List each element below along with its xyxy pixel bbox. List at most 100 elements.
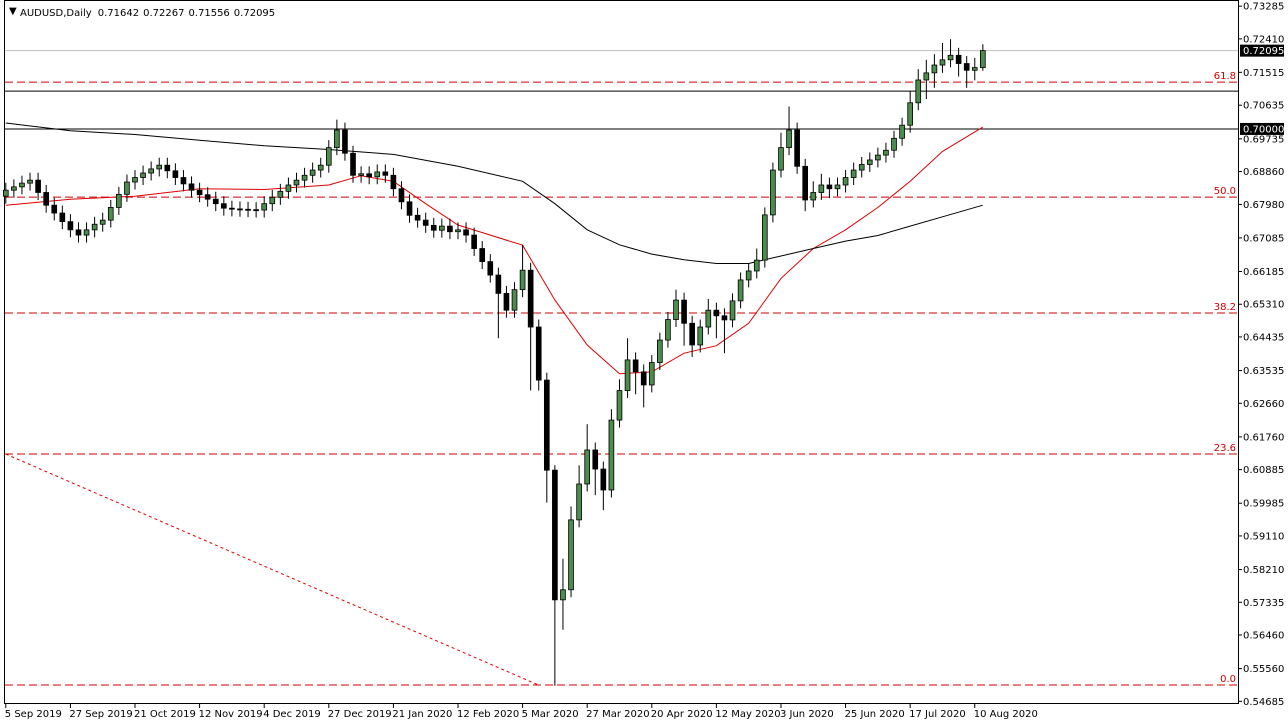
moving-average [5,126,984,375]
candle-body [11,186,17,191]
candle-body [463,229,469,236]
candle-body [624,359,631,391]
y-tick-label: 0.67085 [1243,233,1284,244]
candle-body [91,223,98,231]
menu-arrow[interactable]: ▼ [9,6,17,17]
candle-body [277,190,284,198]
candle-body [713,309,720,317]
candle-body [253,209,259,212]
candle-body [866,159,873,165]
candle-body [447,225,453,233]
candle-body [907,102,913,126]
candle-body [196,189,203,196]
candle-body [479,248,486,263]
candle-body [963,63,970,71]
candle-body [180,177,187,185]
candle-body [27,179,33,184]
candle-body [778,147,784,171]
candle-body [285,184,292,192]
candle-body [107,207,114,221]
x-tick-label: 5 Sep 2019 [5,709,62,720]
candle-body [705,309,712,328]
x-tick-label: 25 Jun 2020 [845,709,905,720]
candle-body [503,292,510,311]
candle-body [237,208,243,211]
candle-body [762,214,768,261]
candle-body [164,164,171,172]
header: AUDUSD,Daily 0.71642 0.72267 0.71556 0.72095 [20,8,275,19]
fib-label: 23.6 [1214,443,1236,454]
candle-body [834,184,841,190]
candle-body [923,72,930,81]
y-tick-label: 0.59985 [1243,499,1284,510]
candle-body [753,259,760,272]
candle-body [535,326,542,381]
candle-body [616,390,623,421]
candle-body [640,371,647,386]
candle-body [681,299,687,324]
candle-body [83,229,90,236]
low: 0.71556 [188,8,229,19]
x-tick-label: 12 May 2020 [715,709,780,720]
candle-body [19,182,25,188]
candle-body [915,79,922,104]
candle-body [366,173,372,178]
x-tick-label: 10 Aug 2020 [974,709,1038,720]
y-tick-label: 0.56460 [1243,630,1284,641]
y-tick-label: 0.54685 [1243,697,1284,708]
candle-body [358,173,364,176]
candle-body [697,326,704,346]
candle-body [374,171,381,178]
y-tick-label: 0.63535 [1243,366,1284,377]
candle-body [899,124,905,139]
x-tick-label: 17 Jul 2020 [909,709,966,720]
fib-label: 0.0 [1220,674,1236,685]
candle-body [188,183,195,191]
candle-body [939,59,946,66]
candle-body [729,300,736,321]
candle-body [245,208,251,211]
candle-body [560,589,566,601]
candle-body [883,149,889,156]
symbol: AUDUSD,Daily [20,8,92,19]
candle-body [842,177,849,186]
candle-body [430,224,437,231]
y-tick-label: 0.66185 [1243,267,1284,278]
candle-body [891,137,897,151]
candle-body [875,154,881,161]
candle-body [980,50,986,68]
candle-body [665,319,671,341]
x-tick-label: 20 Apr 2020 [651,709,713,720]
candle-body [770,169,776,216]
x-tick-label: 12 Nov 2019 [199,709,263,720]
candle-body [527,269,534,328]
candle-body [519,269,526,291]
y-tick-label: 0.62660 [1243,399,1284,410]
candle-body [172,170,179,178]
close: 0.72095 [234,8,275,19]
candle-body [439,225,445,231]
candle-body [67,221,74,231]
candle-body [673,299,679,320]
trendline [5,453,539,686]
x-tick-label: 27 Mar 2020 [586,709,649,720]
candle-body [317,164,324,171]
candle-body [543,379,550,471]
price-tag [1240,122,1284,135]
y-tick-label: 0.58210 [1243,565,1284,576]
current-price-tag [1240,44,1284,57]
candle-body [293,179,300,186]
candle-body [301,174,308,181]
candle-body [632,359,639,373]
y-tick-label: 0.64435 [1243,332,1284,343]
candle-body [132,177,138,183]
y-tick-label: 0.61760 [1243,432,1284,443]
x-tick-label: 4 Dec 2019 [263,709,321,720]
candle-body [576,483,582,521]
candle-body [43,192,50,206]
candle-body [221,203,227,209]
candle-body [802,165,809,201]
candle-body [745,270,752,281]
candle-body [229,207,235,210]
